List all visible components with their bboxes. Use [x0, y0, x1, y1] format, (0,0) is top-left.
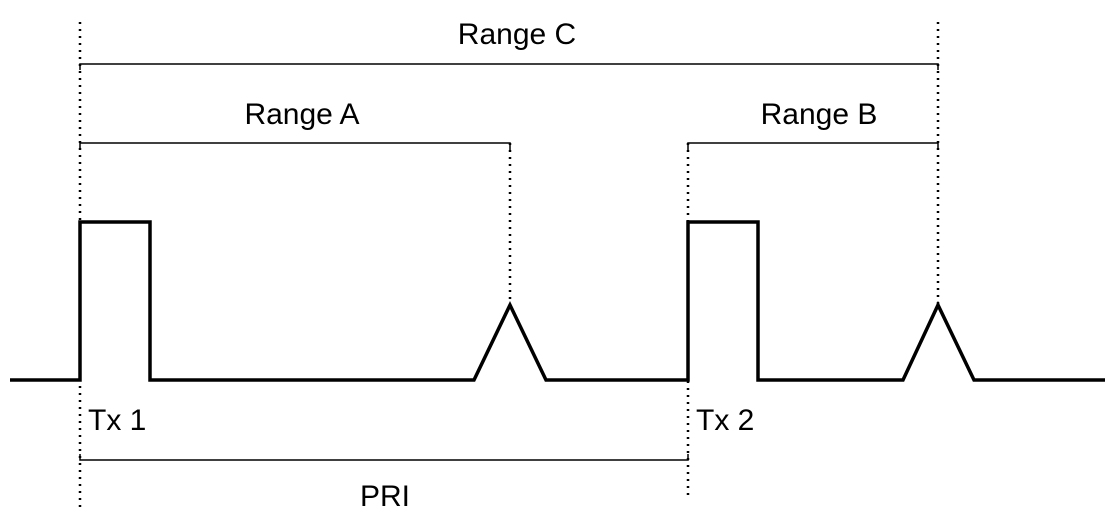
bracket-range-c: [79, 63, 939, 70]
label-tx1: Tx 1: [88, 404, 146, 437]
brackets: [79, 63, 939, 461]
bracket-pri: [79, 454, 689, 461]
label-range-c: Range C: [458, 18, 576, 51]
bracket-range-a: [79, 142, 511, 150]
bracket-range-b: [687, 142, 939, 150]
label-range-b: Range B: [761, 98, 878, 131]
guides: [78, 22, 940, 510]
signal: [10, 220, 1105, 382]
label-tx2: Tx 2: [696, 404, 754, 437]
label-pri: PRI: [360, 480, 410, 512]
label-range-a: Range A: [244, 98, 359, 131]
